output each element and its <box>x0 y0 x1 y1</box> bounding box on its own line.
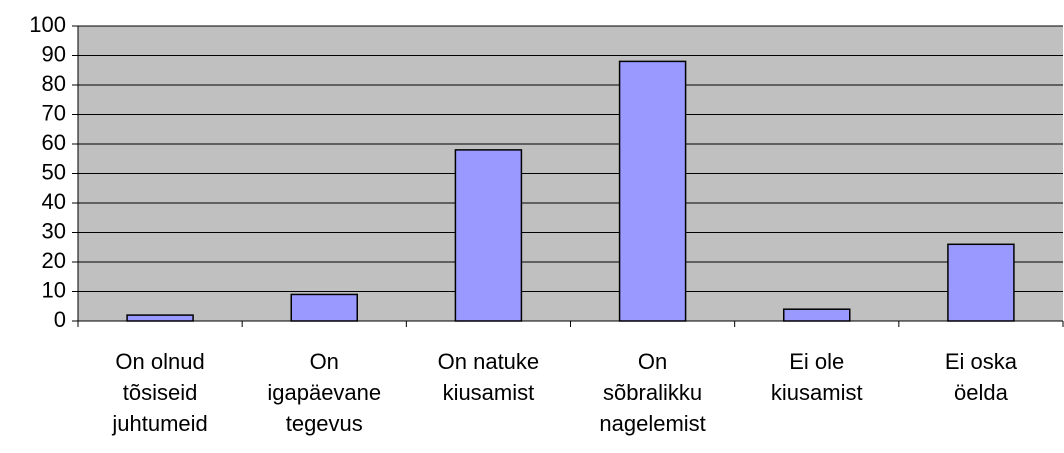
y-tick-label: 60 <box>42 130 66 155</box>
x-tick-label: On olnud tõsiseid juhtumeid <box>112 349 208 436</box>
bar <box>783 308 851 322</box>
bar <box>290 293 358 322</box>
bar <box>947 243 1015 322</box>
x-tick-label: Ei ole kiusamist <box>770 349 863 405</box>
x-tick-label: On natuke kiusamist <box>437 349 540 405</box>
y-tick-label: 30 <box>42 218 66 243</box>
y-tick-label: 20 <box>42 248 66 273</box>
x-tick-label: On igapäevane tegevus <box>267 349 382 436</box>
bar <box>126 314 194 322</box>
y-tick-label: 10 <box>42 277 66 302</box>
y-tick-label: 0 <box>54 307 66 332</box>
bar <box>454 149 523 322</box>
x-tick-label: Ei oska öelda <box>944 349 1017 405</box>
bar <box>618 60 687 322</box>
y-tick-label: 80 <box>42 71 66 96</box>
y-tick-label: 40 <box>42 189 66 214</box>
y-tick-label: 90 <box>42 41 66 66</box>
y-tick-label: 70 <box>42 100 66 125</box>
y-tick-label: 100 <box>29 12 66 37</box>
x-tick-label: On sõbralikku nagelemist <box>599 349 706 436</box>
y-tick-label: 50 <box>42 159 66 184</box>
